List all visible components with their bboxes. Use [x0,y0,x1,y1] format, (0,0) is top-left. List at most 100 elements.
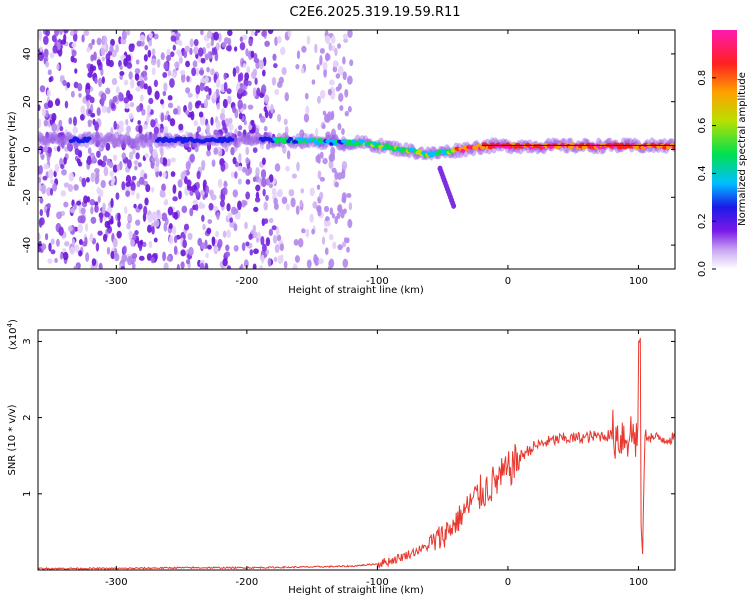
noise-cell [48,77,52,83]
noise-cell [148,131,153,140]
signal-halo [50,131,57,142]
noise-cell [110,38,115,47]
noise-cell [283,118,288,126]
noise-cell [290,197,296,208]
noise-cell [260,236,265,246]
noise-cell [232,67,237,78]
noise-cell [149,144,154,154]
noise-cell [332,241,337,250]
noise-cell [151,48,156,56]
noise-cell [181,205,188,214]
noise-cell [325,220,331,227]
noise-cell [285,165,290,172]
noise-cell [264,109,269,119]
noise-cell [110,197,114,208]
noise-cell [54,30,60,37]
noise-cell [206,141,212,152]
noise-cell [276,113,282,123]
snr-x-ticks: -300 -200 -100 0 100 [105,330,648,588]
signal-halo [102,135,109,146]
spectrogram-x-tick-label: -200 [236,276,259,287]
noise-cell [178,190,182,200]
noise-cell [63,182,70,188]
noise-cell [221,41,227,48]
noise-cell [52,45,58,54]
colorbar-tick-label: 0.6 [697,118,708,134]
noise-cell [138,124,143,135]
noise-cell [293,238,299,246]
noise-cell [175,32,181,38]
noise-cell [237,88,243,95]
signal-halo [111,138,118,149]
noise-cell [198,47,204,57]
noise-cell [206,66,210,73]
noise-cell [83,30,90,36]
noise-cell [242,63,247,68]
signal-cell [86,136,92,141]
noise-cell [241,85,248,91]
noise-cell [173,108,179,115]
noise-cell [146,141,151,149]
noise-cell [183,223,190,231]
noise-cell [296,161,300,172]
noise-cell [90,54,95,62]
noise-cell [69,246,76,255]
noise-cell [178,123,184,131]
noise-cell [80,105,86,115]
noise-cell [252,263,257,269]
noise-cell [330,113,334,121]
noise-cell [295,63,300,70]
signal-halo [53,134,60,145]
noise-cell [252,176,257,183]
noise-cell [63,30,69,34]
noise-cell [347,75,353,85]
noise-cell [226,229,232,238]
noise-cell [72,116,77,127]
noise-cell [173,211,179,220]
noise-cell [46,187,52,197]
noise-cell [134,73,140,81]
noise-cell [232,105,237,114]
noise-cell [112,154,118,161]
noise-cell [90,172,95,183]
noise-cell [219,199,225,208]
noise-cell [162,251,167,262]
noise-cell [180,171,185,181]
noise-cell [172,184,177,194]
signal-halo [42,135,49,146]
spectrogram-background [38,30,675,269]
signal-halo [91,132,98,143]
noise-cell [142,124,148,130]
signal-halo [132,138,139,149]
noise-cell [346,246,350,253]
noise-cell [281,67,287,76]
noise-cell [260,254,265,264]
noise-cell [70,55,75,63]
signal-cell [479,145,485,150]
signal-cell [229,137,235,142]
noise-cell [68,172,75,182]
noise-cell [223,182,228,188]
signal-halo [94,133,101,144]
noise-cell [138,255,145,261]
noise-cell [98,77,103,88]
noise-cell [263,94,270,104]
spectrogram-x-label: Height of straight line (km) [288,285,424,296]
spectrogram-y-tick-label: 0 [22,146,33,152]
noise-cell [319,54,323,65]
signal-halo [125,135,132,146]
noise-cell [277,255,283,265]
noise-cell [233,223,238,232]
spectrogram-y-tick-label: 20 [22,95,33,108]
noise-cell [52,182,58,192]
noise-cell [271,225,277,231]
noise-cell [320,89,326,99]
noise-cell [259,115,266,123]
noise-cell [131,262,136,269]
noise-cell [199,115,206,126]
noise-cell [73,265,79,269]
noise-cell [162,71,168,78]
noise-cell [153,33,159,40]
noise-cell [286,150,291,160]
noise-cell [212,205,219,212]
